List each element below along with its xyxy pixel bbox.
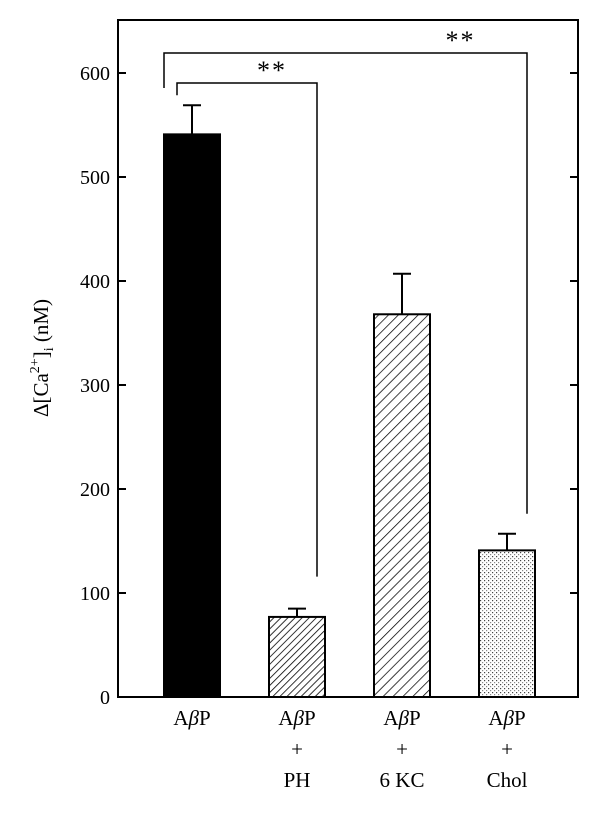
- significance-label: **: [257, 56, 287, 85]
- x-category-label: +: [291, 737, 303, 761]
- y-tick-label: 100: [80, 583, 110, 605]
- bar: [373, 313, 431, 698]
- x-category-label: AβP: [383, 706, 420, 730]
- bar: [268, 615, 326, 698]
- x-category-label: PH: [284, 768, 311, 792]
- x-axis: AβP AβP + PH AβP +6 KC AβP + Chol: [173, 706, 527, 792]
- significance-brackets: ** **: [163, 26, 528, 577]
- significance-label: **: [446, 26, 476, 55]
- plot-frame: [117, 19, 579, 698]
- bar: [478, 549, 536, 698]
- y-tick-label: 300: [80, 375, 110, 397]
- y-tick-label: 600: [80, 63, 110, 85]
- bars: [163, 104, 536, 699]
- x-category-label: AβP: [173, 706, 210, 730]
- bar: [163, 133, 221, 699]
- y-tick-label: 400: [80, 271, 110, 293]
- x-category-label: +: [501, 737, 513, 761]
- y-label-sup: 2+: [28, 358, 43, 373]
- y-label-unit: (nM): [29, 299, 53, 347]
- x-category-label: 6 KC: [380, 768, 425, 792]
- y-label-bracket: ]: [29, 351, 53, 358]
- y-label-main: Δ[Ca: [29, 373, 53, 418]
- x-category-label: AβP: [278, 706, 315, 730]
- significance-bracket: [176, 82, 318, 577]
- y-label-sub: i: [42, 347, 57, 351]
- y-axis: 0 100 200 300 400 500 600: [80, 63, 578, 709]
- y-tick-label: 200: [80, 479, 110, 501]
- y-tick-label: 0: [100, 687, 110, 709]
- y-tick-label: 500: [80, 167, 110, 189]
- x-category-label: +: [396, 737, 408, 761]
- y-axis-label: Δ[Ca2+]i (nM): [28, 299, 57, 417]
- x-category-label: Chol: [487, 768, 528, 792]
- x-category-label: AβP: [488, 706, 525, 730]
- significance-bracket: [163, 52, 528, 514]
